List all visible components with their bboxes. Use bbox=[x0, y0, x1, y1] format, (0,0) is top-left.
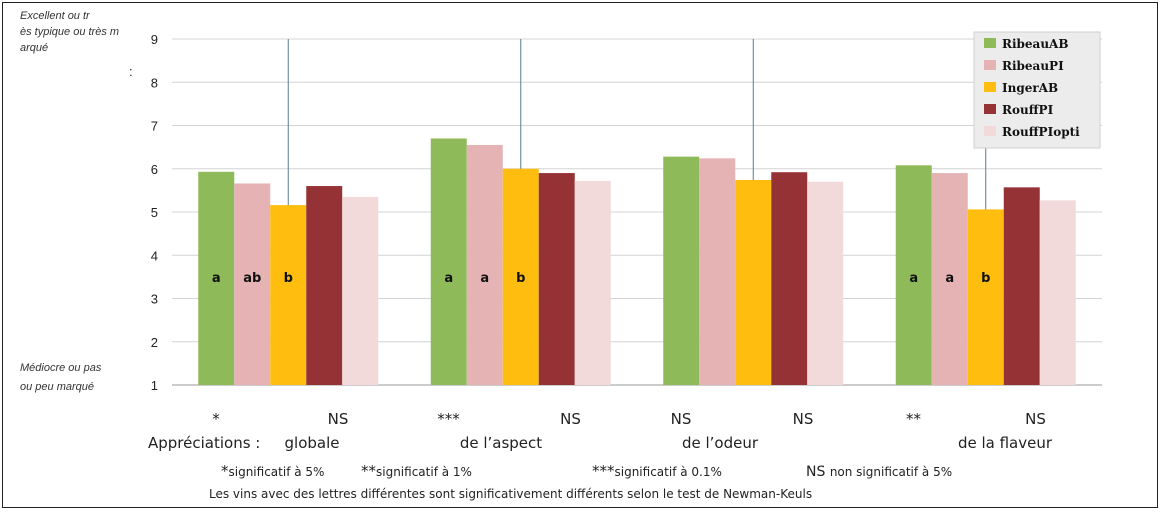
y-top-annotation: Excellent ou tr bbox=[20, 10, 91, 22]
y-tick-label: 2 bbox=[151, 335, 158, 350]
y-tick-label: 3 bbox=[151, 292, 158, 307]
group-letter: a bbox=[444, 271, 453, 286]
significance-first: NS bbox=[671, 410, 692, 428]
bar-RouffPIopti bbox=[342, 196, 379, 385]
bar-IngerAB bbox=[502, 168, 539, 385]
bar-RibeauAB bbox=[663, 156, 700, 385]
bar-RouffPI bbox=[771, 172, 808, 385]
footnotes: *significatif à 5% **significatif à 1% ***… bbox=[209, 462, 952, 501]
significance-second: NS bbox=[328, 410, 349, 428]
significance-second: NS bbox=[793, 410, 814, 428]
legend-label: RouffPI bbox=[1002, 103, 1054, 117]
significance-first: * bbox=[212, 410, 220, 428]
bar-RibeauPI bbox=[234, 183, 271, 385]
category-prefix: Appréciations : bbox=[148, 434, 260, 452]
significance-first: ** bbox=[906, 410, 922, 428]
group-letter: a bbox=[909, 271, 918, 286]
legend-label: RibeauAB bbox=[1002, 37, 1069, 51]
legend-swatch bbox=[984, 104, 996, 114]
category-labels: Appréciations : globale de l’aspect de l’od… bbox=[148, 434, 1053, 452]
legend-label: RouffPIopti bbox=[1002, 125, 1080, 139]
category-label: globale bbox=[285, 434, 340, 452]
stray-mark: : bbox=[129, 64, 133, 79]
group-letter: b bbox=[981, 271, 990, 286]
footnote-item: NS non significatif à 5% bbox=[806, 464, 952, 480]
significance-letters: a ab b a a b a a b bbox=[212, 271, 991, 286]
bar-RibeauPI bbox=[931, 173, 968, 385]
bar-RibeauAB bbox=[198, 171, 235, 385]
y-top-annotation: ès typique ou très m bbox=[20, 26, 119, 38]
category-label: de la flaveur bbox=[958, 434, 1053, 452]
legend-label: IngerAB bbox=[1002, 81, 1058, 95]
bar-IngerAB bbox=[967, 209, 1004, 385]
category-label: de l’odeur bbox=[682, 434, 759, 452]
bar-RibeauAB bbox=[430, 138, 467, 385]
y-tick-label: 4 bbox=[151, 248, 158, 263]
bar-RouffPI bbox=[538, 173, 575, 385]
y-axis-annotations: Excellent ou tr ès typique ou très m arqué… bbox=[20, 10, 133, 393]
bar-IngerAB bbox=[270, 205, 307, 385]
y-tick-label: 6 bbox=[151, 162, 158, 177]
significance-labels: * NS *** NS NS NS ** NS bbox=[212, 410, 1046, 428]
legend: RibeauAB RibeauPI IngerAB RouffPI RouffPIopt… bbox=[973, 31, 1101, 149]
group-letter: ab bbox=[243, 271, 261, 286]
category-label: de l’aspect bbox=[460, 434, 542, 452]
footnote-item: **significatif à 1% bbox=[361, 462, 472, 480]
y-bottom-annotation: Médiocre ou pas bbox=[20, 362, 102, 374]
bar-RouffPI bbox=[1003, 187, 1040, 385]
bar-RibeauAB bbox=[895, 165, 932, 385]
bars bbox=[198, 138, 1076, 385]
bar-RouffPIopti bbox=[574, 180, 611, 385]
y-tick-label: 8 bbox=[151, 75, 158, 90]
legend-label: RibeauPI bbox=[1002, 59, 1064, 73]
footnote-item: ***significatif à 0.1% bbox=[592, 462, 722, 480]
footnote-newman-keuls: Les vins avec des lettres différentes so… bbox=[209, 487, 812, 501]
y-bottom-annotation: ou peu marqué bbox=[20, 381, 94, 393]
significance-second: NS bbox=[560, 410, 581, 428]
group-letter: b bbox=[284, 271, 293, 286]
significance-second: NS bbox=[1025, 410, 1046, 428]
bar-RouffPI bbox=[306, 186, 343, 385]
group-letter: b bbox=[516, 271, 525, 286]
significance-first: *** bbox=[437, 410, 460, 428]
y-tick-label: 1 bbox=[151, 378, 158, 393]
legend-swatch bbox=[984, 60, 996, 70]
legend-swatch bbox=[984, 126, 996, 136]
group-letter: a bbox=[945, 271, 954, 286]
bar-RouffPIopti bbox=[1039, 200, 1076, 385]
bar-RibeauPI bbox=[466, 144, 503, 385]
legend-swatch bbox=[984, 82, 996, 92]
bar-RouffPIopti bbox=[807, 181, 844, 385]
y-tick-labels: 1 2 3 4 5 6 7 8 9 bbox=[151, 32, 158, 393]
y-tick-label: 7 bbox=[151, 119, 158, 134]
y-top-annotation: arqué bbox=[20, 42, 48, 54]
legend-swatch bbox=[984, 38, 996, 48]
bar-IngerAB bbox=[735, 179, 772, 385]
y-tick-label: 5 bbox=[151, 205, 158, 220]
y-tick-label: 9 bbox=[151, 32, 158, 47]
footnote-item: *significatif à 5% bbox=[221, 462, 324, 480]
bar-RibeauPI bbox=[699, 158, 736, 385]
group-letter: a bbox=[212, 271, 221, 286]
group-letter: a bbox=[480, 271, 489, 286]
